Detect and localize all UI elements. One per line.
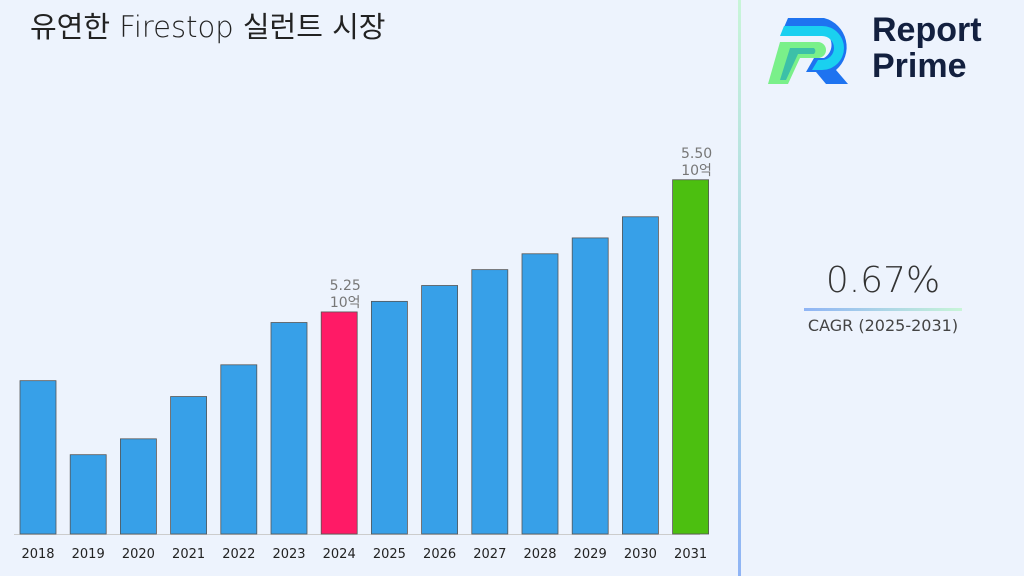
bar-2024 [320, 311, 358, 535]
report-prime-logo-icon [768, 18, 848, 84]
divider [738, 0, 741, 576]
bar-2031 [672, 179, 709, 535]
bar-2025 [370, 300, 408, 535]
bar-2030 [622, 216, 659, 535]
cagr-value: 0.67% [825, 260, 941, 301]
bar-2029 [571, 237, 609, 535]
bar-2027 [471, 269, 509, 535]
brand-name: Report Prime [872, 12, 982, 84]
x-tick-2025: 2025 [373, 547, 406, 562]
data-label-value-2024: 5.25 [330, 278, 361, 294]
bar-2021 [170, 396, 208, 535]
bar-2022 [220, 364, 258, 535]
bar-2026 [421, 285, 459, 535]
chart-title: 유연한 Firestop 실런트 시장 [30, 10, 386, 44]
data-label-unit-2031: 10억 [681, 163, 712, 179]
bar-2020 [120, 438, 157, 535]
bar-2018 [19, 380, 57, 535]
brand-line1: Report [872, 11, 982, 49]
brand-line2: Prime [872, 47, 967, 85]
bar-2023 [270, 322, 308, 535]
x-tick-2030: 2030 [624, 547, 657, 562]
x-tick-2026: 2026 [423, 547, 456, 562]
x-tick-2019: 2019 [72, 547, 105, 562]
cagr-underline [804, 308, 962, 311]
x-tick-2021: 2021 [172, 547, 205, 562]
x-tick-2020: 2020 [122, 547, 155, 562]
x-tick-2029: 2029 [574, 547, 607, 562]
x-tick-2027: 2027 [473, 547, 506, 562]
x-tick-2028: 2028 [523, 547, 556, 562]
x-tick-2023: 2023 [272, 547, 305, 562]
x-tick-2031: 2031 [674, 547, 707, 562]
bar-2019 [69, 454, 107, 535]
x-tick-2018: 2018 [21, 547, 54, 562]
data-label-unit-2024: 10억 [330, 295, 361, 311]
data-label-value-2031: 5.50 [681, 146, 712, 162]
x-tick-2022: 2022 [222, 547, 255, 562]
bar-2028 [521, 253, 559, 535]
x-tick-2024: 2024 [323, 547, 356, 562]
bar-chart: 2018 2019 2020 2021 2022 2023 2024 2025 2026 2027… [14, 146, 712, 562]
cagr-label: CAGR (2025-2031) [807, 316, 959, 335]
